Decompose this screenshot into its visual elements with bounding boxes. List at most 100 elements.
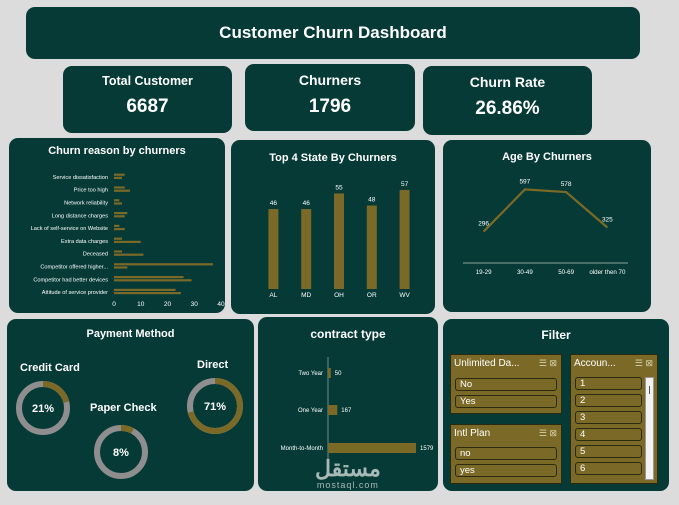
kpi-label: Total Customer <box>102 74 193 88</box>
kpi-churn-rate: Churn Rate 26.86% <box>423 66 592 135</box>
data-label: 1579 <box>420 446 434 452</box>
kpi-total-customer: Total Customer 6687 <box>63 66 232 133</box>
slicer-item[interactable]: No <box>455 378 557 391</box>
data-label: 46 <box>303 200 311 207</box>
category-label: Month-to-Month <box>281 446 323 452</box>
x-tick-label: 20 <box>164 301 172 308</box>
x-tick-label: OR <box>367 292 377 299</box>
reason-bar <box>114 189 131 192</box>
payment-label: Direct <box>197 359 229 371</box>
category-label: Attitude of service provider <box>42 290 108 296</box>
reason-bar <box>114 186 125 189</box>
x-tick-label: WV <box>399 292 410 299</box>
reason-bar <box>114 292 181 295</box>
clear-filter-icon[interactable]: ☰ ⊠ <box>634 358 653 368</box>
scrollbar-thumb[interactable] <box>649 386 650 394</box>
age-chart: 296 19-29 597 30-49 578 50-69 325 older then 70 <box>463 178 628 276</box>
category-label: Deceased <box>83 252 108 258</box>
data-label: 578 <box>561 181 572 188</box>
donut-value: 8% <box>113 447 129 459</box>
mostaql-watermark: مستقل mostaql.com <box>315 456 381 491</box>
kpi-value: 26.86% <box>475 98 540 119</box>
data-label: 46 <box>270 200 278 207</box>
kpi-value: 6687 <box>126 96 169 117</box>
data-label: 296 <box>478 221 489 228</box>
reason-bar <box>114 250 123 253</box>
slicer-header: Unlimited Da... <box>454 358 520 369</box>
reason-bar <box>114 288 176 291</box>
category-label: Service dissatisfaction <box>53 175 108 181</box>
reason-bar <box>114 253 144 256</box>
data-label: 48 <box>368 197 376 204</box>
slicer-scrollbar[interactable] <box>645 377 654 480</box>
donut-value: 71% <box>204 401 226 413</box>
reason-bar <box>114 215 125 218</box>
data-label: 57 <box>401 181 409 188</box>
title-panel: Customer Churn Dashboard <box>26 7 640 59</box>
contract-chart: Two Year 50 One Year 167 Month-to-Month 1579 <box>281 357 434 462</box>
reason-bar <box>114 279 192 282</box>
slicer-item[interactable]: 3 <box>575 411 642 424</box>
category-label: Competitor offered higher... <box>40 265 108 271</box>
kpi-value: 1796 <box>308 96 352 117</box>
donut-value: 21% <box>32 403 54 415</box>
x-tick-label: 40 <box>217 301 225 308</box>
slicer-item[interactable]: 4 <box>575 428 642 441</box>
reason-bar <box>114 237 123 240</box>
category-label: Network reliability <box>64 201 108 207</box>
dashboard-title: Customer Churn Dashboard <box>219 23 447 42</box>
data-label: 597 <box>519 178 530 185</box>
x-tick-label: 50-69 <box>558 269 574 276</box>
category-label: Extra data charges <box>61 239 108 245</box>
reason-bar <box>114 224 120 227</box>
category-label: One Year <box>298 408 323 414</box>
slicer-item[interactable]: 1 <box>575 377 642 390</box>
reason-bar <box>114 266 128 269</box>
clear-filter-icon[interactable]: ☰ ⊠ <box>538 428 557 438</box>
slicer-unlimited-data: Unlimited Da... ☰ ⊠ No Yes <box>450 354 562 414</box>
card-title: Age By Churners <box>502 151 592 163</box>
watermark-latin: mostaql.com <box>316 480 379 490</box>
reason-bar <box>114 176 123 179</box>
filter-card: Filter Unlimited Da... ☰ ⊠ No Yes Intl P… <box>443 319 669 491</box>
watermark-arabic: مستقل <box>315 456 381 481</box>
slicer-item[interactable]: Yes <box>455 395 557 408</box>
top-states-card: Top 4 State By Churners 46 AL 46 MD 55 OH 48 OR… <box>231 140 435 314</box>
donut-arc <box>94 425 148 479</box>
data-label: 50 <box>335 371 342 377</box>
donut-arc <box>187 378 243 434</box>
card-title: contract type <box>310 327 386 341</box>
state-bar <box>268 209 279 289</box>
category-label: Price too high <box>74 188 108 194</box>
slicer-item[interactable]: 6 <box>575 462 642 475</box>
age-card: Age By Churners 296 19-29 597 30-49 578 50-69… <box>443 140 651 312</box>
state-bar <box>334 193 344 289</box>
x-tick-label: MD <box>301 292 311 299</box>
slicer-item[interactable]: 2 <box>575 394 642 407</box>
reason-bar <box>114 199 120 202</box>
category-label: Competitor had better devices <box>33 277 108 283</box>
reason-bar <box>114 173 125 176</box>
payment-card: Payment Method Credit Card Paper Check D… <box>7 319 254 491</box>
reason-bar <box>114 240 141 243</box>
slicer-item[interactable]: 5 <box>575 445 642 458</box>
contract-bar <box>328 368 331 378</box>
state-bar <box>301 209 312 289</box>
slicer-header: Intl Plan <box>454 428 491 439</box>
data-label: 167 <box>341 408 352 414</box>
kpi-label: Churners <box>298 72 362 88</box>
payment-donuts: 21% 8% 71% <box>16 378 243 479</box>
slicer-item[interactable]: no <box>455 447 557 460</box>
x-tick-label: 19-29 <box>476 269 492 276</box>
clear-filter-icon[interactable]: ☰ ⊠ <box>538 358 557 368</box>
state-bar <box>366 205 377 289</box>
category-label: Lack of self-service on Website <box>31 226 108 232</box>
slicer-account: Accoun... ☰ ⊠ 1 2 3 4 5 6 <box>570 354 658 484</box>
contract-bar <box>328 405 338 415</box>
churn-reason-card: Churn reason by churners Attitude of ser… <box>9 138 225 313</box>
slicer-item[interactable]: yes <box>455 464 557 477</box>
age-line <box>482 188 609 233</box>
x-tick-label: 0 <box>112 301 116 308</box>
top-states-chart: 46 AL 46 MD 55 OH 48 OR 57 WV <box>268 181 410 299</box>
x-tick-label: OH <box>334 292 344 299</box>
